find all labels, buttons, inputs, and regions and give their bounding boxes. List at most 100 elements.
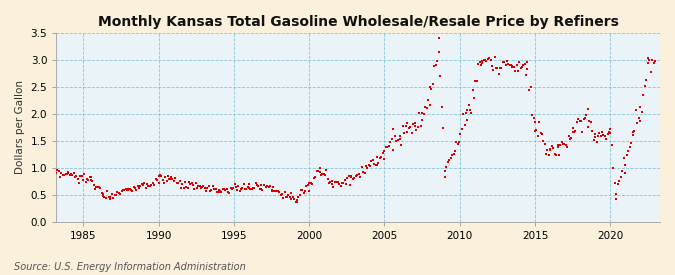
Point: [140, 185, 151, 190]
Point: [200, 189, 211, 193]
Point: [278, 196, 289, 200]
Point: [178, 186, 189, 191]
Point: [136, 182, 147, 186]
Point: [393, 138, 404, 142]
Point: [430, 62, 441, 67]
Point: [194, 184, 205, 188]
Point: [97, 192, 108, 197]
Point: [635, 119, 646, 123]
Point: [605, 131, 616, 136]
Point: [250, 180, 261, 185]
Point: [495, 65, 506, 70]
Point: [193, 184, 204, 188]
Point: [515, 66, 526, 70]
Point: [403, 126, 414, 130]
Point: [526, 113, 537, 117]
Point: [67, 173, 78, 177]
Point: [603, 130, 614, 134]
Point: [237, 186, 248, 190]
Point: [227, 186, 238, 191]
Point: [126, 187, 136, 192]
Point: [80, 180, 91, 184]
Point: [391, 139, 402, 144]
Point: [433, 50, 444, 55]
Point: [427, 82, 438, 86]
Point: [518, 63, 529, 67]
Point: [263, 185, 274, 189]
Point: [75, 174, 86, 178]
Point: [628, 133, 639, 137]
Point: [267, 185, 278, 189]
Point: [289, 196, 300, 201]
Point: [119, 188, 130, 192]
Point: [203, 184, 214, 188]
Point: [52, 168, 63, 172]
Point: [90, 187, 101, 191]
Point: [488, 68, 499, 72]
Point: [630, 108, 641, 112]
Point: [580, 116, 591, 121]
Point: [549, 152, 560, 156]
Point: [356, 164, 367, 169]
Point: [583, 125, 593, 129]
Point: [635, 105, 646, 109]
Point: [519, 62, 530, 67]
Point: [394, 134, 405, 138]
Point: [96, 191, 107, 195]
Point: [168, 179, 179, 183]
Point: [534, 120, 545, 124]
Point: [219, 187, 230, 191]
Point: [326, 179, 337, 183]
Point: [123, 187, 134, 191]
Point: [404, 125, 415, 129]
Point: [601, 137, 612, 141]
Point: [617, 169, 628, 173]
Point: [433, 36, 444, 40]
Point: [454, 139, 464, 144]
Point: [156, 174, 167, 179]
Point: [388, 148, 399, 152]
Point: [241, 187, 252, 191]
Point: [369, 162, 379, 166]
Point: [230, 184, 241, 189]
Point: [448, 152, 459, 156]
Point: [328, 185, 339, 189]
Point: [117, 188, 128, 192]
Point: [188, 183, 198, 187]
Point: [319, 172, 329, 177]
Point: [332, 180, 343, 184]
Point: [346, 175, 356, 180]
Point: [349, 175, 360, 180]
Point: [455, 131, 466, 136]
Point: [366, 159, 377, 164]
Point: [236, 186, 246, 191]
Point: [228, 185, 239, 190]
Point: [477, 59, 488, 63]
Point: [271, 189, 282, 194]
Point: [173, 181, 184, 185]
Point: [364, 163, 375, 168]
Point: [223, 190, 234, 194]
Point: [48, 169, 59, 173]
Point: [426, 87, 437, 92]
Point: [605, 127, 616, 131]
Point: [248, 185, 259, 190]
Point: [414, 111, 425, 116]
Point: [616, 174, 626, 179]
Point: [492, 66, 503, 71]
Point: [63, 171, 74, 175]
Point: [346, 174, 356, 178]
Point: [558, 142, 568, 146]
Point: [338, 181, 349, 185]
Point: [379, 157, 390, 161]
Point: [310, 175, 321, 179]
Point: [315, 170, 325, 174]
Point: [397, 123, 408, 128]
Point: [577, 130, 588, 134]
Point: [229, 182, 240, 186]
Point: [55, 175, 65, 179]
Point: [402, 130, 412, 134]
Y-axis label: Dollars per Gallon: Dollars per Gallon: [15, 80, 25, 174]
Point: [132, 183, 143, 188]
Point: [56, 170, 67, 175]
